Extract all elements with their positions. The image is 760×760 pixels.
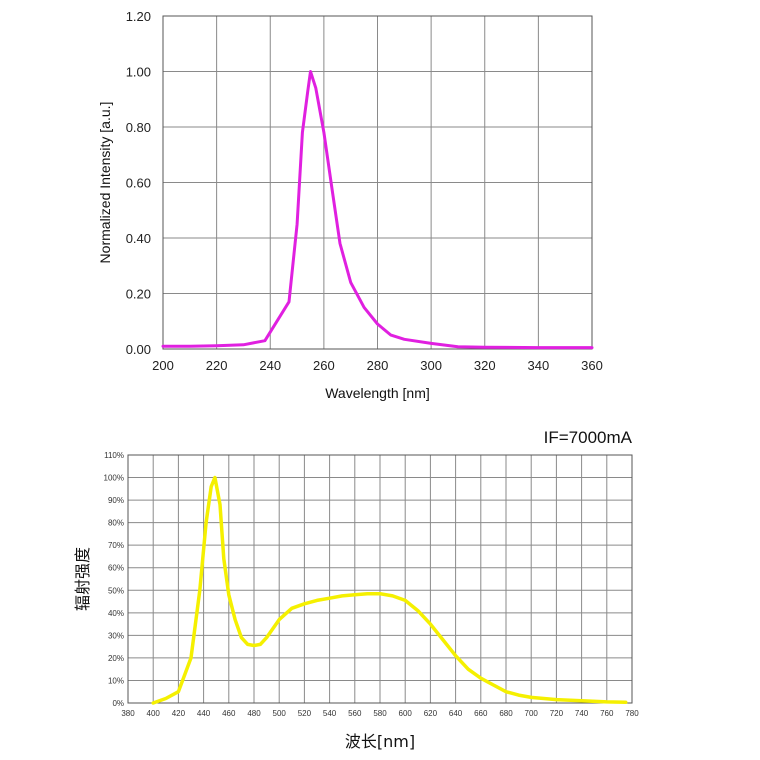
chart2-x-tick-label: 760 bbox=[600, 709, 614, 718]
chart1-x-tick-label: 280 bbox=[367, 358, 389, 373]
chart1-y-axis-label: Normalized Intensity [a.u.] bbox=[97, 102, 113, 264]
chart2-y-tick-label: 90% bbox=[108, 496, 124, 505]
chart1-x-tick-label: 360 bbox=[581, 358, 603, 373]
chart2-y-tick-label: 0% bbox=[112, 699, 124, 708]
chart1-x-tick-label: 340 bbox=[528, 358, 550, 373]
chart2-y-tick-label: 60% bbox=[108, 564, 124, 573]
chart1-y-tick-label: 0.80 bbox=[126, 120, 151, 135]
chart2-tick-labels: 380 400 420 440 460 480 500 520 540 560 580 600 620 6… bbox=[104, 451, 640, 718]
chart2-y-tick-label: 110% bbox=[104, 451, 124, 460]
chart1-series-line bbox=[161, 70, 594, 350]
chart2-x-axis-label: 波长[nm] bbox=[345, 732, 415, 751]
chart1-x-tick-label: 200 bbox=[152, 358, 174, 373]
chart2-y-tick-label: 20% bbox=[108, 654, 124, 663]
chart2-y-tick-label: 80% bbox=[108, 519, 124, 528]
chart1-tick-labels: 200 220 240 260 280 300 320 340 360 0.00 0.20 0.40 0… bbox=[126, 9, 603, 373]
chart1-x-tick-label: 260 bbox=[313, 358, 335, 373]
chart1-y-tick-label: 0.20 bbox=[126, 287, 151, 302]
chart2-x-tick-label: 380 bbox=[121, 709, 135, 718]
chart2-y-tick-label: 10% bbox=[108, 676, 124, 685]
chart1-x-tick-label: 300 bbox=[420, 358, 442, 373]
chart2-y-axis-label: 辐射强度 bbox=[73, 547, 92, 611]
chart1-y-tick-label: 1.00 bbox=[126, 65, 151, 80]
chart2-grid bbox=[128, 455, 632, 703]
chart2-x-tick-label: 660 bbox=[474, 709, 488, 718]
chart2-x-tick-label: 780 bbox=[625, 709, 639, 718]
chart2-x-tick-label: 740 bbox=[575, 709, 589, 718]
chart1-x-tick-label: 320 bbox=[474, 358, 496, 373]
chart2-x-tick-label: 400 bbox=[147, 709, 161, 718]
chart2-x-tick-label: 560 bbox=[348, 709, 362, 718]
chart1-x-tick-label: 240 bbox=[259, 358, 281, 373]
chart2-y-tick-label: 40% bbox=[108, 609, 124, 618]
chart2-x-tick-label: 540 bbox=[323, 709, 337, 718]
chart2-x-tick-label: 680 bbox=[499, 709, 513, 718]
chart2-x-tick-label: 440 bbox=[197, 709, 211, 718]
chart1-x-tick-label: 220 bbox=[206, 358, 228, 373]
chart2-x-tick-label: 520 bbox=[298, 709, 312, 718]
chart2-x-tick-label: 460 bbox=[222, 709, 236, 718]
chart1-y-tick-label: 0.40 bbox=[126, 231, 151, 246]
chart2-y-tick-label: 50% bbox=[108, 586, 124, 595]
chart2-y-tick-label: 100% bbox=[104, 474, 124, 483]
chart1-y-tick-label: 1.20 bbox=[126, 9, 151, 24]
chart2-x-tick-label: 700 bbox=[525, 709, 539, 718]
chart2-x-tick-label: 580 bbox=[373, 709, 387, 718]
chart2-x-tick-label: 600 bbox=[399, 709, 413, 718]
chart2-x-tick-label: 500 bbox=[273, 709, 287, 718]
chart1-grid bbox=[163, 16, 592, 349]
chart2-plot-frame bbox=[127, 454, 633, 704]
chart2-annotation: IF=7000mA bbox=[544, 428, 633, 447]
chart2-x-tick-label: 720 bbox=[550, 709, 564, 718]
chart2-y-tick-label: 70% bbox=[108, 541, 124, 550]
chart2-x-tick-label: 620 bbox=[424, 709, 438, 718]
chart2-x-tick-label: 480 bbox=[247, 709, 261, 718]
chart2-x-tick-label: 420 bbox=[172, 709, 186, 718]
chart2-series-line bbox=[151, 475, 628, 705]
chart1-x-axis-label: Wavelength [nm] bbox=[325, 385, 430, 401]
chart2-y-tick-label: 30% bbox=[108, 631, 124, 640]
chart1-y-tick-label: 0.00 bbox=[126, 342, 151, 357]
chart1-y-tick-label: 0.60 bbox=[126, 176, 151, 191]
chart1-plot-frame bbox=[162, 15, 593, 350]
chart2-x-tick-label: 640 bbox=[449, 709, 463, 718]
